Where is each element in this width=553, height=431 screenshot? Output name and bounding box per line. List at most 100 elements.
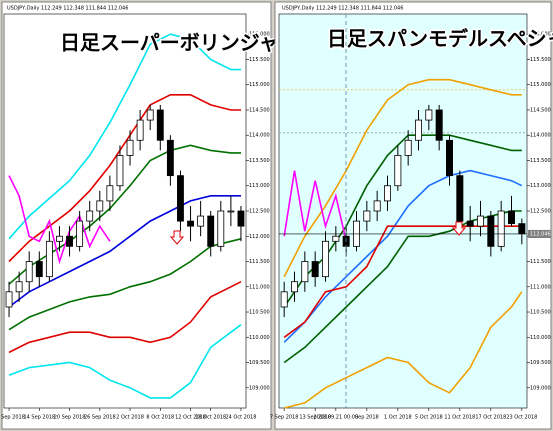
y-tick-label: 109.500 [249, 360, 270, 366]
y-tick-label: 114.500 [530, 107, 551, 113]
last-price-label: 112.046 [530, 231, 551, 237]
candle-body [280, 291, 288, 308]
y-tick-label: 111.000 [249, 284, 270, 290]
candle-body [332, 235, 340, 242]
candle-body [445, 139, 453, 177]
candle-body [425, 109, 433, 121]
y-tick-label: 109.000 [530, 385, 551, 391]
candle-body [25, 261, 33, 283]
candle-body [207, 215, 215, 247]
candle-body [487, 215, 495, 247]
y-tick-label: 112.500 [249, 209, 270, 215]
x-tick-label: 23 Oct 2018 [506, 415, 537, 421]
candle-body [394, 155, 402, 187]
indicator-line [283, 170, 347, 242]
candle-body [5, 291, 13, 308]
candle-body [146, 109, 154, 121]
y-tick-label: 112.500 [530, 209, 551, 215]
candle-body [456, 175, 464, 222]
plot-area [3, 13, 247, 409]
candle-body [166, 139, 174, 177]
x-tick-label: 1 Oct 2018 [384, 415, 412, 421]
x-tick-label: 14 Sep 2018 [23, 415, 55, 421]
candle-body [227, 210, 235, 213]
candle-body [76, 220, 84, 247]
y-tick-label: 113.000 [530, 183, 551, 189]
chart-info: USDJPY,Daily 112.249 112.348 111.844 112… [7, 6, 128, 12]
indicator-line [8, 280, 242, 354]
signal-arrow [169, 230, 185, 245]
y-tick-label: 114.500 [249, 107, 270, 113]
y-tick-label: 110.000 [530, 335, 551, 341]
y-tick-label: 115.500 [530, 57, 551, 63]
candle-body [466, 220, 474, 227]
x-tick-label: 26 Sep 2018 [84, 415, 116, 421]
y-tick-label: 115.000 [530, 82, 551, 88]
indicator-line [283, 169, 523, 343]
y-tick-label: 114.000 [530, 133, 551, 139]
indicator-line [8, 175, 111, 265]
y-tick-label: 110.000 [249, 335, 270, 341]
candle-body [363, 210, 371, 222]
chart-info: USDJPY,Daily 112.249 112.348 111.844 112… [282, 6, 403, 12]
candle-body [290, 281, 298, 293]
candle-body [96, 200, 104, 212]
x-tick-label: 7 Sep 2018 [270, 415, 299, 421]
candle-body [66, 235, 73, 247]
y-tick-label: 113.500 [530, 158, 551, 164]
candle-body [237, 210, 245, 227]
y-tick-label: 115.000 [249, 82, 270, 88]
y-tick-label: 111.500 [249, 259, 270, 265]
candle-body [518, 223, 526, 235]
candle-body [106, 185, 114, 202]
candle-body [435, 109, 443, 141]
y-tick-label: 113.500 [249, 158, 270, 164]
candle-body [187, 220, 194, 227]
y-tick-label: 109.000 [249, 385, 270, 391]
y-tick-label: 110.500 [249, 310, 270, 316]
candle-body [86, 210, 94, 222]
candle-body [126, 139, 134, 156]
y-tick-label: 109.500 [530, 360, 551, 366]
candle-body [177, 175, 184, 222]
candle-body [217, 210, 225, 247]
candle-body [404, 139, 412, 156]
candle-body [56, 235, 63, 242]
candle-body [383, 185, 391, 202]
candle-body [311, 261, 319, 278]
y-tick-label: 116.000 [249, 32, 270, 38]
y-tick-label: 110.500 [530, 310, 551, 316]
x-tick-label: 2 Oct 2018 [116, 415, 144, 421]
x-tick-label: 18 Oct 2018 [195, 415, 226, 421]
last-price-tag [528, 229, 551, 238]
candle-body [476, 215, 484, 227]
x-tick-label: 17 Oct 2018 [475, 415, 506, 421]
candle-body [414, 119, 422, 141]
y-tick-label: 113.000 [249, 183, 270, 189]
candle-body [35, 261, 43, 278]
candle-body [497, 210, 505, 247]
y-tick-label: 116.000 [530, 32, 551, 38]
y-tick-label: 112.000 [249, 234, 270, 240]
x-tick-label: 11 Oct 2018 [444, 415, 475, 421]
candle-body [301, 261, 309, 283]
x-tick-label: 24 Oct 2018 [225, 415, 256, 421]
x-tick-label: Sep 2018 [355, 415, 379, 421]
signal-arrow [451, 221, 467, 236]
candle-body [373, 200, 381, 212]
plot-area [278, 13, 528, 409]
candle-body [197, 215, 205, 227]
chart-title: 日足スーパーボリンジャー [60, 31, 299, 55]
x-tick-label: 20 Sep 2018 [54, 415, 86, 421]
y-tick-label: 111.000 [530, 284, 551, 290]
candle-body [116, 155, 124, 187]
x-tick-label: 2018.09.21 00:00 [314, 415, 359, 421]
x-tick-label: 10 Sep 2018 [0, 415, 25, 421]
x-tick-label: 12 Oct 2018 [175, 415, 206, 421]
y-tick-label: 111.500 [530, 259, 551, 265]
indicator-line [284, 291, 523, 409]
chart-title: 日足スパンモデルスペシャル [327, 27, 553, 51]
candle-body [15, 281, 23, 293]
y-tick-label: 114.000 [249, 133, 270, 139]
